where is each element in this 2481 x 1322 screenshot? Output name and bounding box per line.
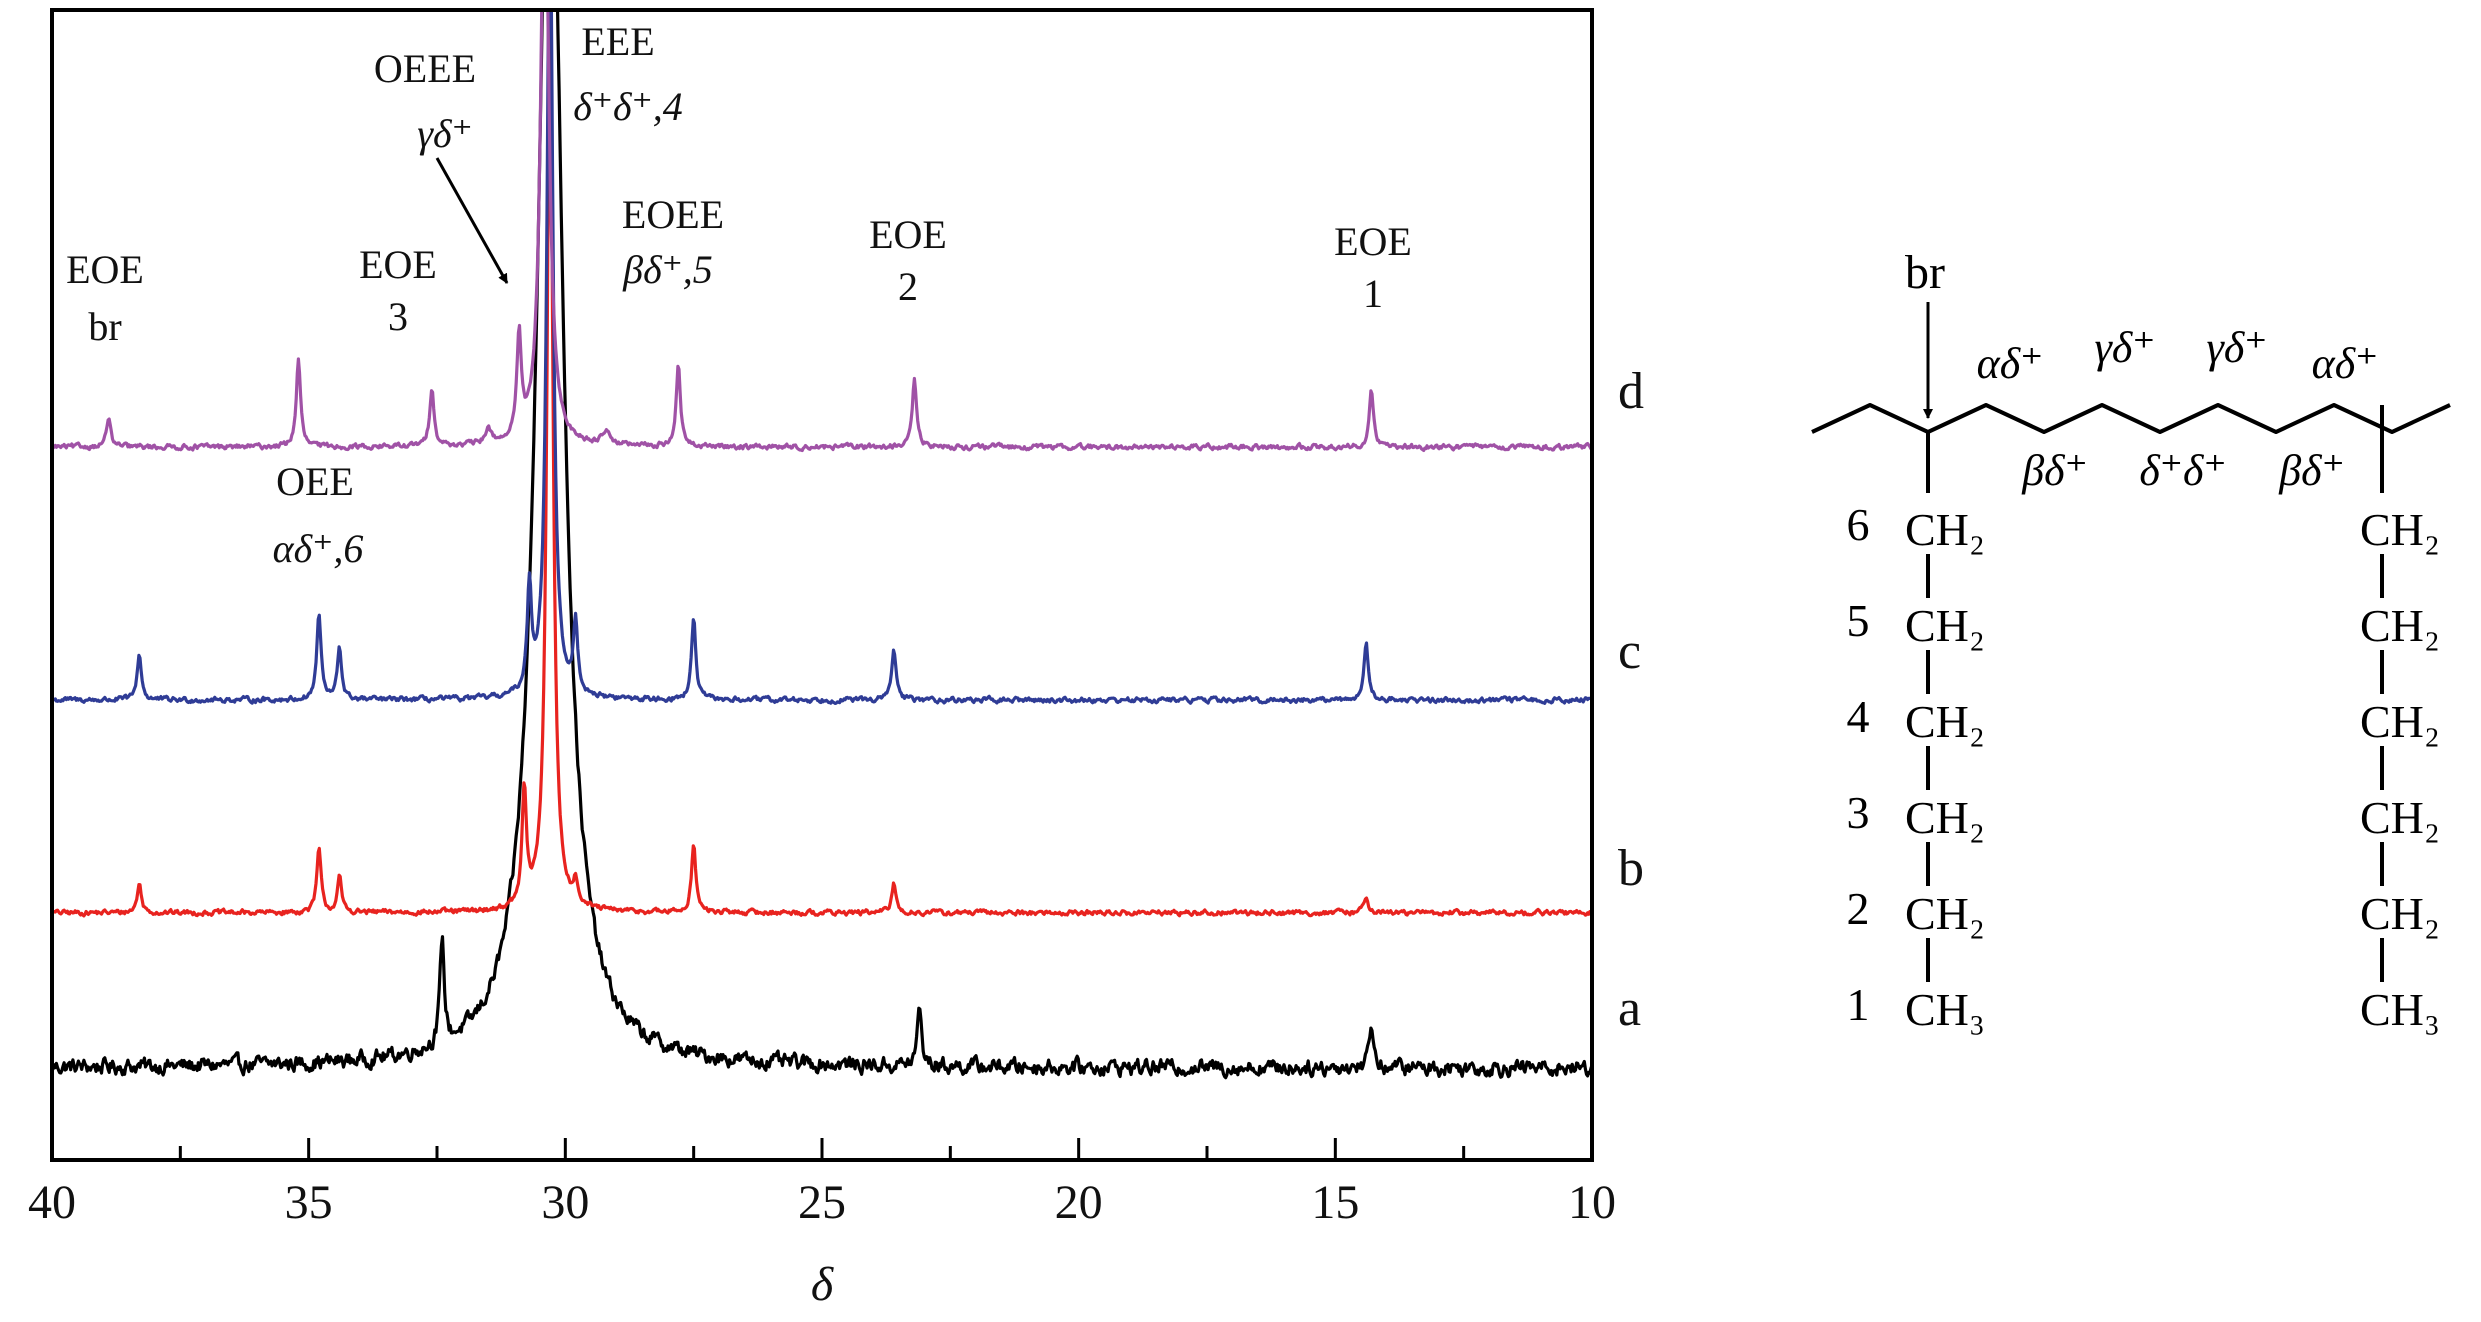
label-delta-delta: δ⁺δ⁺: [2139, 446, 2226, 495]
x-ticks: 40 35 30 25 20 15 10: [28, 1138, 1616, 1229]
carbon-number: 4: [1847, 691, 1870, 742]
right-chain-group: CH₂: [2360, 504, 2440, 555]
x-tick-label: 15: [1311, 1176, 1359, 1229]
right-chain-group: CH₂: [2360, 792, 2440, 843]
annotation-eoe-3: EOE 3: [359, 242, 437, 339]
left-chain-group: CH₂: [1905, 600, 1985, 651]
x-tick-label: 30: [541, 1176, 589, 1229]
right-chain-group: CH₂: [2360, 888, 2440, 939]
annotation-line: EOE: [66, 247, 144, 292]
annotation-line: OEEE: [374, 46, 476, 91]
annotation-line: br: [88, 304, 121, 349]
spectra-series: [52, 10, 1592, 1080]
x-axis-label: δ: [811, 1258, 834, 1311]
label-gamma-delta: γδ⁺: [2206, 323, 2267, 372]
x-tick-label: 20: [1055, 1176, 1103, 1229]
right-chain-group: CH₂: [2360, 696, 2440, 747]
annotation-oeee: OEEE γδ⁺: [374, 46, 509, 284]
annotation-line: 1: [1363, 271, 1383, 316]
label-beta-delta: βδ⁺: [2021, 446, 2088, 495]
backbone-chain: [1811, 403, 2451, 434]
annotation-line: 3: [388, 294, 408, 339]
annotation-line: OEE: [276, 459, 354, 504]
annotation-line: EOEE: [622, 192, 724, 237]
carbon-number: 6: [1847, 499, 1870, 550]
left-chain-group: CH₂: [1905, 696, 1985, 747]
annotation-line: 2: [898, 264, 918, 309]
series-c-line: [52, 10, 1592, 705]
left-chain-group: CH₂: [1905, 888, 1985, 939]
annotation-eoe-2: EOE 2: [869, 212, 947, 309]
annotation-line: EOE: [1334, 219, 1412, 264]
annotation-eoe-br: EOE br: [66, 247, 144, 349]
annotation-eoe-1: EOE 1: [1334, 219, 1412, 316]
x-tick-label: 35: [285, 1176, 333, 1229]
right-chain-group: CH₃: [2360, 984, 2440, 1035]
left-chain-group: CH₂: [1905, 504, 1985, 555]
plot-frame: [50, 8, 1594, 1162]
series-a-line: [52, 10, 1592, 1080]
annotation-oee: OEE αδ⁺,6: [273, 459, 364, 571]
annotation-line: δ⁺δ⁺,4: [573, 84, 682, 129]
annotation-eee: EEE δ⁺δ⁺,4: [573, 19, 682, 129]
annotation-line: EOE: [359, 242, 437, 287]
annotation-eoee: EOEE βδ⁺,5: [622, 192, 724, 292]
series-label-b: b: [1618, 840, 1644, 897]
carbon-number: 1: [1847, 979, 1870, 1030]
annotation-arrow: [435, 157, 509, 284]
annotation-line: βδ⁺,5: [622, 247, 713, 292]
left-chain-group: CH₂: [1905, 792, 1985, 843]
annotation-line: EOE: [869, 212, 947, 257]
x-tick-label: 10: [1568, 1176, 1616, 1229]
branch-label: br: [1905, 246, 1945, 299]
series-label-c: c: [1618, 623, 1641, 680]
polymer-structure: br αδ⁺ γδ⁺ γδ⁺ αδ⁺ βδ⁺ δ⁺δ⁺ βδ⁺ 6 CH₂ CH₂ 5…: [1811, 246, 2451, 1035]
right-chain-group: CH₂: [2360, 600, 2440, 651]
annotation-line: γδ⁺: [417, 111, 472, 156]
series-label-a: a: [1618, 980, 1641, 1037]
series-d-line: [52, 10, 1592, 453]
annotation-line: EEE: [581, 19, 654, 64]
x-tick-label: 25: [798, 1176, 846, 1229]
series-b-line: [52, 21, 1592, 918]
side-chains: 6 CH₂ CH₂ 5 CH₂ CH₂ 4 CH₂ CH₂ 3 CH₂ CH₂ 2 CH₂ CH₂ 1 CH₃ C…: [1847, 499, 2440, 1035]
x-tick-label: 40: [28, 1176, 76, 1229]
annotation-line: αδ⁺,6: [273, 526, 364, 571]
label-beta-delta: βδ⁺: [2278, 446, 2345, 495]
label-gamma-delta: γδ⁺: [2094, 323, 2155, 372]
carbon-number: 5: [1847, 595, 1870, 646]
series-label-d: d: [1618, 363, 1644, 420]
label-alpha-delta: αδ⁺: [1977, 339, 2044, 388]
left-chain-group: CH₃: [1905, 984, 1985, 1035]
carbon-number: 2: [1847, 883, 1870, 934]
label-alpha-delta: αδ⁺: [2312, 339, 2379, 388]
carbon-number: 3: [1847, 787, 1870, 838]
